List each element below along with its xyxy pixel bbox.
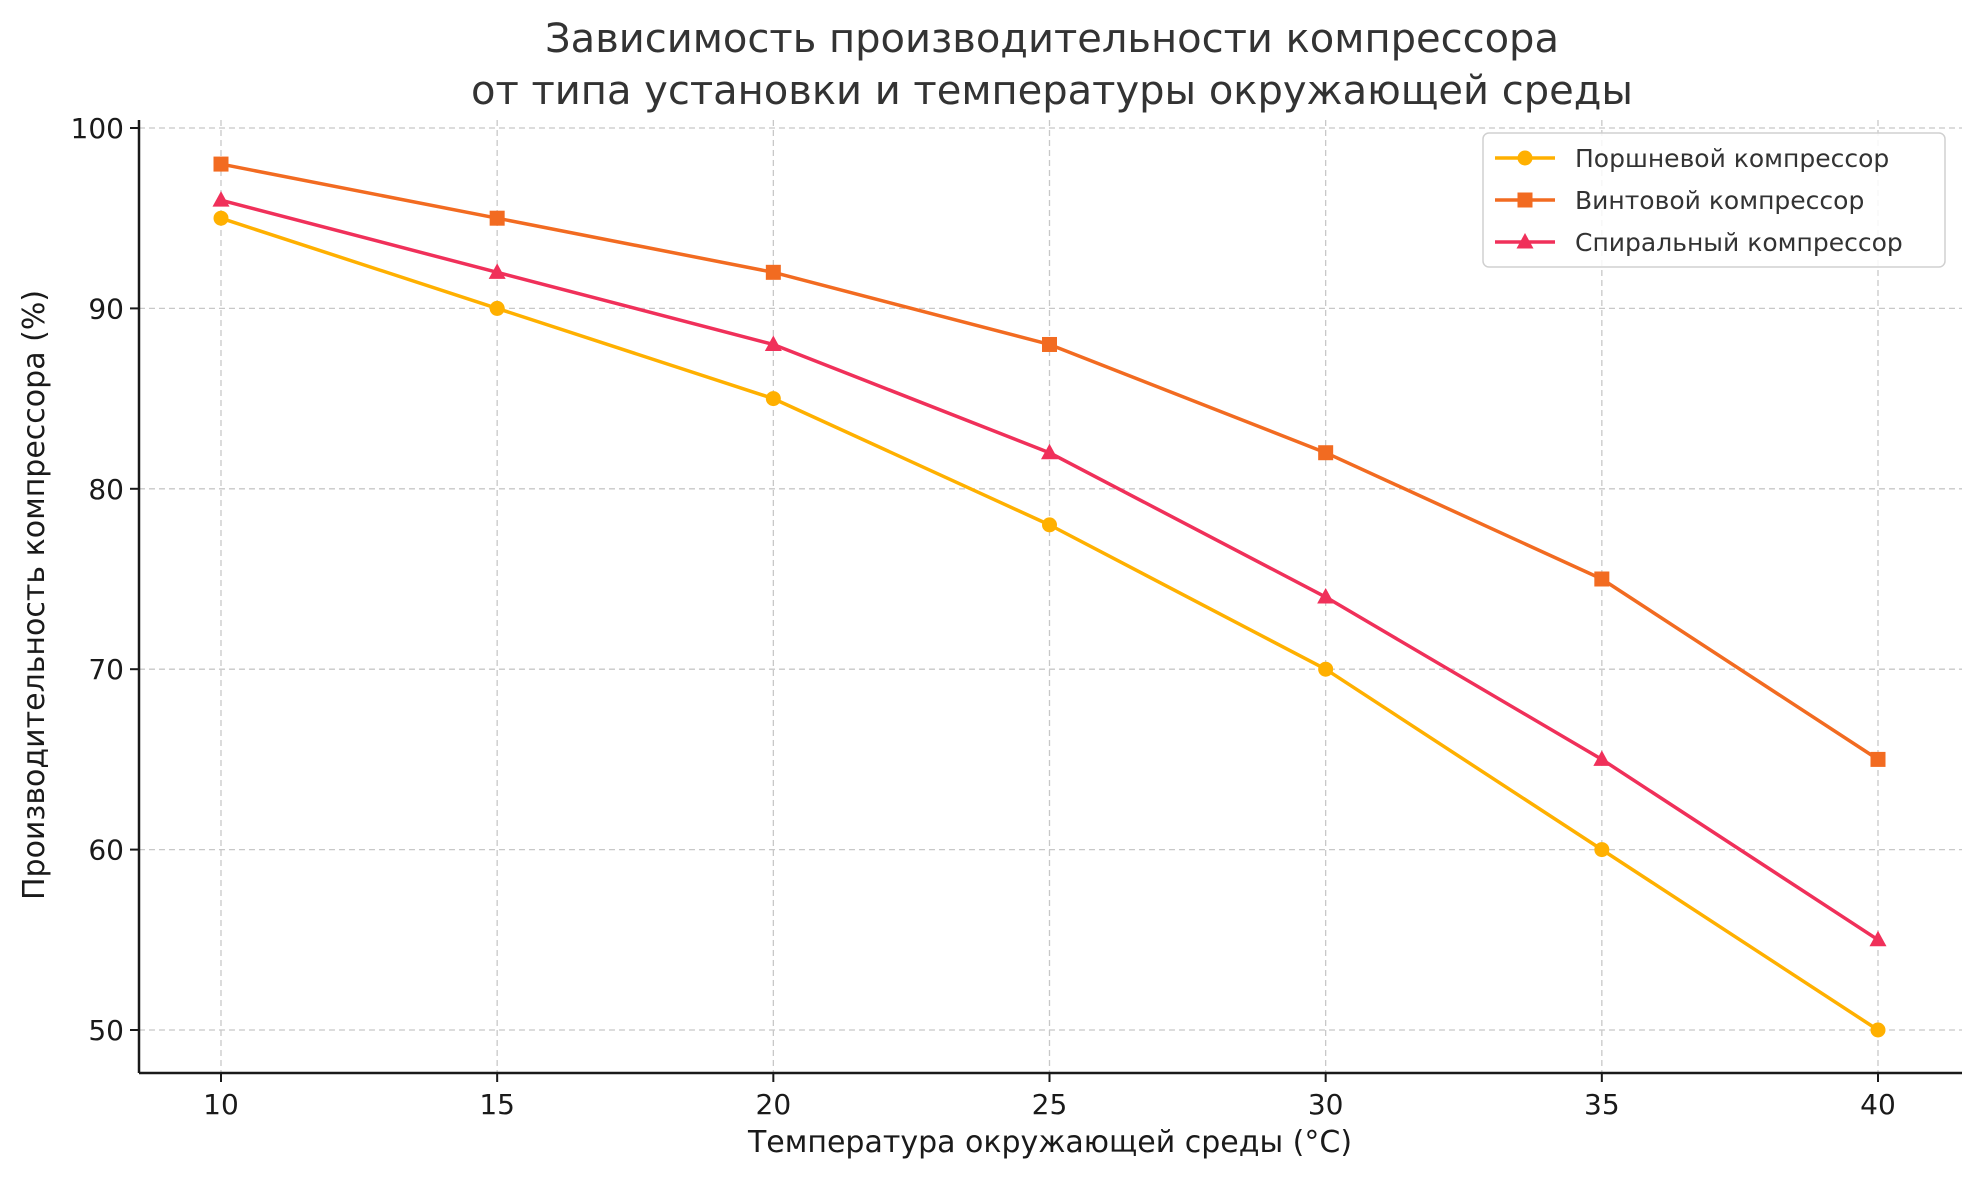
square-marker: [1042, 336, 1057, 352]
x-tick-label: 25: [1032, 1088, 1068, 1121]
triangle-marker: [488, 263, 506, 279]
circle-marker: [1594, 842, 1610, 858]
triangle-marker: [1041, 443, 1058, 460]
series-square: [213, 156, 1886, 767]
legend-box: [1482, 132, 1946, 268]
legend-item: Винтовой компрессор: [1495, 186, 1864, 215]
y-tick-label: 50: [88, 1014, 124, 1047]
x-tick-label: 30: [1308, 1088, 1344, 1121]
y-tick-label: 60: [88, 834, 124, 867]
square-marker: [1318, 445, 1334, 461]
series-triangle: [212, 191, 1887, 947]
square-marker: [1594, 571, 1610, 587]
data-series: [212, 156, 1887, 1038]
legend-label: Винтовой компрессор: [1575, 186, 1864, 215]
x-tick-label: 40: [1860, 1088, 1896, 1121]
triangle-marker: [212, 191, 230, 207]
x-axis-ticks: 10 15 20 25 30 35 40: [203, 1073, 1896, 1121]
circle-marker: [1870, 1022, 1886, 1038]
y-tick-label: 100: [71, 112, 124, 145]
x-axis-label: Температура окружающей среды (°C): [747, 1125, 1352, 1160]
circle-marker: [1042, 517, 1057, 533]
square-marker: [213, 156, 229, 172]
chart-title-line-1: Зависимость производительности компрессо…: [545, 16, 1559, 62]
triangle-marker: [1869, 930, 1887, 947]
legend: Поршневой компрессор Винтовой компрессор С…: [1482, 132, 1946, 268]
legend-item: Поршневой компрессор: [1495, 144, 1889, 173]
circle-marker: [1318, 661, 1334, 677]
legend-label: Спиральный компрессор: [1575, 228, 1903, 257]
chart-title-line-2: от типа установки и температуры окружающ…: [471, 68, 1633, 114]
circle-marker: [489, 300, 505, 316]
square-marker: [1870, 751, 1886, 767]
triangle-marker: [1516, 233, 1534, 249]
grid-lines: [139, 120, 1962, 1073]
circle-marker: [765, 391, 781, 407]
circle-marker: [213, 210, 229, 226]
y-tick-label: 70: [88, 653, 124, 686]
legend-label: Поршневой компрессор: [1575, 144, 1889, 173]
square-marker: [489, 210, 505, 226]
triangle-marker: [764, 335, 782, 351]
x-tick-label: 15: [479, 1088, 515, 1121]
triangle-marker: [1317, 588, 1335, 604]
triangle-marker: [1593, 750, 1611, 766]
circle-marker: [1517, 150, 1533, 166]
y-axis-label: Производительность компрессора (%): [17, 290, 52, 900]
x-tick-label: 20: [756, 1088, 792, 1121]
square-marker: [765, 264, 781, 280]
series-circle: [213, 210, 1886, 1038]
y-tick-label: 90: [88, 292, 124, 325]
legend-item: Спиральный компрессор: [1495, 228, 1903, 257]
square-marker: [1517, 192, 1533, 208]
y-axis-ticks: 50 60 70 80 90 100: [71, 112, 139, 1047]
y-tick-label: 80: [88, 473, 124, 506]
x-tick-label: 10: [203, 1088, 239, 1121]
x-tick-label: 35: [1584, 1088, 1620, 1121]
chart-title: Зависимость производительности компрессо…: [471, 16, 1633, 114]
